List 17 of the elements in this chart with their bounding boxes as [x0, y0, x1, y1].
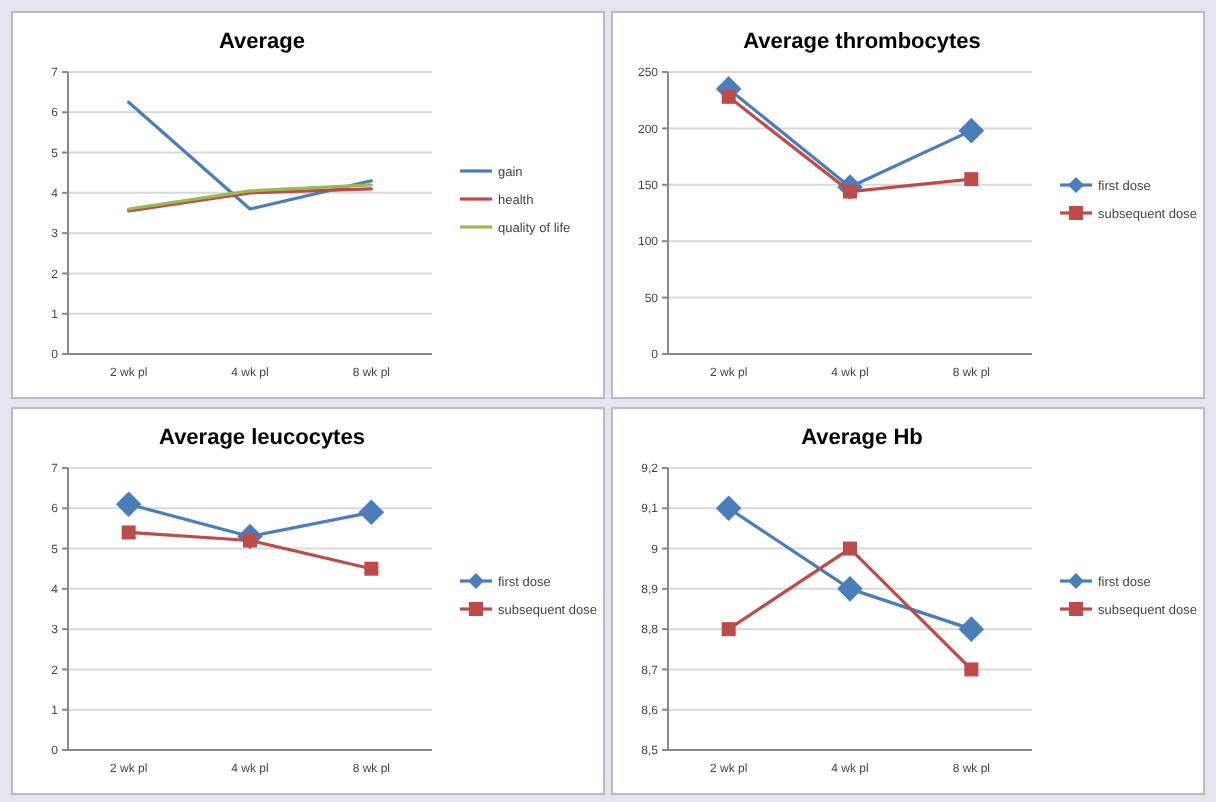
point — [115, 491, 142, 518]
point — [837, 576, 863, 602]
chart-title: Average leucocytes — [159, 426, 365, 450]
point — [964, 662, 979, 677]
point — [364, 561, 379, 576]
point — [958, 616, 985, 642]
chart-title: Average — [218, 30, 306, 54]
point — [358, 499, 385, 526]
point — [721, 622, 736, 637]
chart-title: Average thrombocytes — [743, 30, 981, 54]
point — [958, 117, 985, 144]
point — [843, 541, 857, 556]
point — [964, 172, 979, 187]
chart-title: Average Hb — [801, 426, 924, 450]
point — [121, 525, 136, 540]
point — [715, 495, 742, 522]
point — [721, 89, 736, 104]
